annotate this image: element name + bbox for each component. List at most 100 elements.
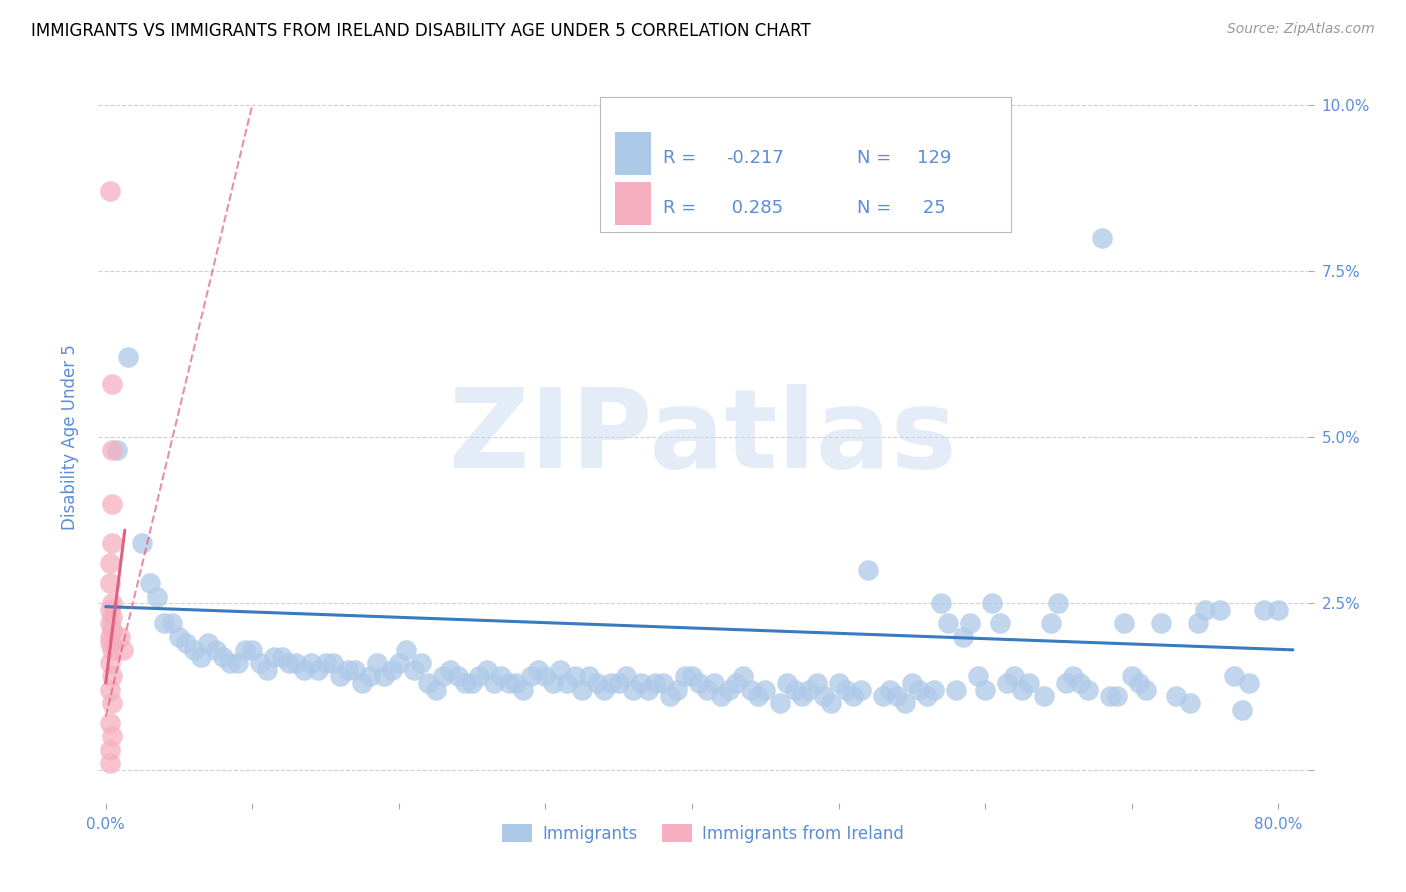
Point bbox=[783, 682, 806, 697]
Point bbox=[769, 696, 792, 710]
Point bbox=[117, 351, 139, 365]
Point bbox=[578, 669, 600, 683]
Point bbox=[98, 656, 121, 670]
Point bbox=[425, 682, 447, 697]
Text: 25: 25 bbox=[917, 199, 946, 217]
Point bbox=[666, 682, 689, 697]
Point bbox=[724, 676, 747, 690]
Point bbox=[548, 663, 571, 677]
Point bbox=[100, 596, 122, 610]
Point bbox=[461, 676, 484, 690]
Point bbox=[659, 690, 682, 704]
Point bbox=[100, 443, 122, 458]
Point bbox=[614, 669, 637, 683]
Text: 129: 129 bbox=[917, 149, 952, 167]
Point bbox=[146, 590, 169, 604]
Point bbox=[696, 682, 718, 697]
Point bbox=[938, 616, 960, 631]
Point bbox=[278, 656, 301, 670]
Point bbox=[959, 616, 981, 631]
Point bbox=[1047, 596, 1070, 610]
Point bbox=[256, 663, 278, 677]
Point bbox=[307, 663, 329, 677]
Point bbox=[197, 636, 219, 650]
Point bbox=[915, 690, 938, 704]
Point bbox=[849, 682, 872, 697]
Point bbox=[98, 603, 121, 617]
Point bbox=[100, 609, 122, 624]
Point bbox=[1032, 690, 1054, 704]
Point bbox=[1180, 696, 1202, 710]
Point bbox=[380, 663, 402, 677]
Point bbox=[418, 676, 440, 690]
Point bbox=[352, 676, 374, 690]
Point bbox=[292, 663, 315, 677]
Point bbox=[98, 742, 121, 756]
Point bbox=[98, 576, 121, 591]
Point bbox=[952, 630, 974, 644]
Point bbox=[733, 669, 755, 683]
Point bbox=[1018, 676, 1040, 690]
Point bbox=[945, 682, 967, 697]
Point bbox=[710, 690, 733, 704]
Point bbox=[1194, 603, 1216, 617]
Point bbox=[995, 676, 1018, 690]
Point bbox=[681, 669, 703, 683]
Point bbox=[974, 682, 997, 697]
Point bbox=[226, 656, 249, 670]
Point bbox=[813, 690, 835, 704]
Point bbox=[512, 682, 534, 697]
Point bbox=[498, 676, 520, 690]
Point bbox=[1011, 682, 1033, 697]
Point bbox=[100, 623, 122, 637]
Point bbox=[1208, 603, 1230, 617]
Point bbox=[908, 682, 931, 697]
Point bbox=[644, 676, 666, 690]
Point bbox=[520, 669, 543, 683]
Point bbox=[240, 643, 263, 657]
Point bbox=[1114, 616, 1136, 631]
Point bbox=[263, 649, 285, 664]
Point bbox=[571, 682, 593, 697]
Point bbox=[446, 669, 468, 683]
Point bbox=[167, 630, 190, 644]
Point bbox=[270, 649, 292, 664]
Point bbox=[98, 184, 121, 198]
Point bbox=[966, 669, 988, 683]
Point bbox=[285, 656, 308, 670]
Point bbox=[98, 557, 121, 571]
Point bbox=[856, 563, 879, 577]
Point bbox=[402, 663, 425, 677]
Text: IMMIGRANTS VS IMMIGRANTS FROM IRELAND DISABILITY AGE UNDER 5 CORRELATION CHART: IMMIGRANTS VS IMMIGRANTS FROM IRELAND DI… bbox=[31, 22, 811, 40]
Point bbox=[1223, 669, 1246, 683]
Point bbox=[688, 676, 710, 690]
Point bbox=[1105, 690, 1128, 704]
Text: ZIPatlas: ZIPatlas bbox=[449, 384, 957, 491]
Point bbox=[1128, 676, 1150, 690]
Point bbox=[593, 682, 616, 697]
Point bbox=[988, 616, 1011, 631]
Point bbox=[872, 690, 894, 704]
Point bbox=[527, 663, 550, 677]
Point bbox=[468, 669, 491, 683]
Point bbox=[585, 676, 607, 690]
FancyBboxPatch shape bbox=[600, 97, 1011, 232]
Point bbox=[879, 682, 901, 697]
Point bbox=[98, 756, 121, 770]
Point bbox=[842, 690, 865, 704]
Point bbox=[432, 669, 454, 683]
Point bbox=[1150, 616, 1173, 631]
Point bbox=[776, 676, 799, 690]
Point bbox=[1135, 682, 1157, 697]
Point bbox=[112, 643, 135, 657]
Point bbox=[100, 729, 122, 743]
Point bbox=[541, 676, 564, 690]
Point bbox=[100, 536, 122, 550]
FancyBboxPatch shape bbox=[614, 132, 651, 175]
Point bbox=[1069, 676, 1091, 690]
Point bbox=[160, 616, 183, 631]
Point bbox=[901, 676, 924, 690]
Point bbox=[1004, 669, 1026, 683]
Point bbox=[219, 656, 242, 670]
Point bbox=[929, 596, 952, 610]
